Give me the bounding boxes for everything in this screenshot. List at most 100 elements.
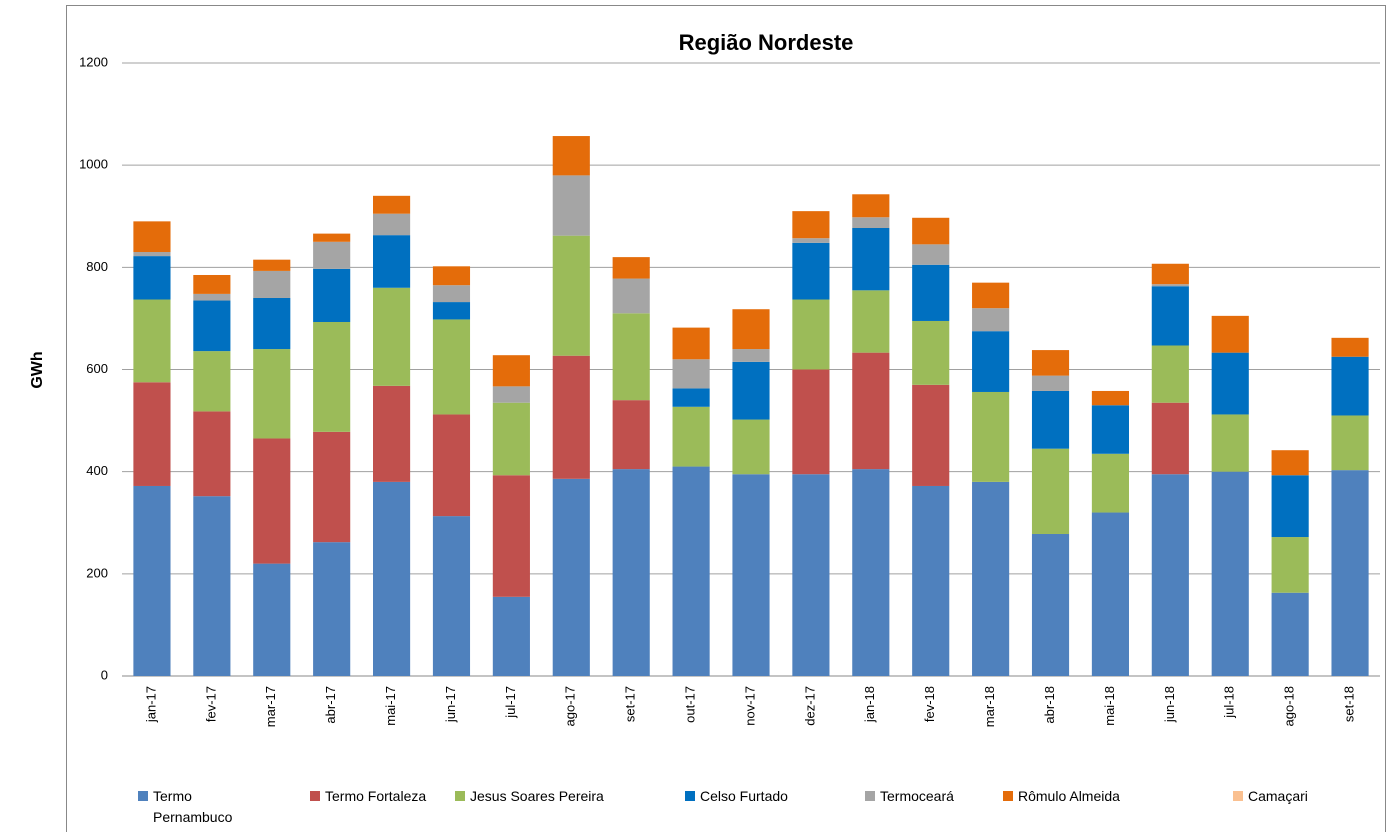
- bar-segment: [852, 227, 890, 291]
- bar-segment: [552, 136, 590, 176]
- bar-segment: [732, 474, 770, 676]
- legend-label: Termo Fortaleza: [325, 788, 427, 804]
- bar-segment: [1211, 352, 1249, 415]
- bar-segment: [792, 211, 830, 239]
- x-tick-label: fev-17: [203, 686, 218, 722]
- bar-segment: [492, 475, 530, 597]
- x-tick-label: nov-17: [742, 686, 757, 726]
- bar-segment: [492, 596, 530, 676]
- bar-segment: [253, 270, 291, 298]
- bar-segment: [612, 257, 650, 279]
- x-tick-label: mar-18: [982, 686, 997, 727]
- bar-segment: [133, 221, 171, 253]
- bar-segment: [1151, 263, 1189, 285]
- bar-segment: [672, 359, 710, 389]
- legend-item: Rômulo Almeida: [1003, 786, 1238, 807]
- bar-segment: [1151, 284, 1189, 287]
- bar-segment: [1091, 405, 1129, 454]
- legend-swatch: [1003, 791, 1013, 801]
- bar-segment: [1091, 390, 1129, 406]
- bar-segment: [253, 349, 291, 439]
- bar-segment: [972, 331, 1010, 392]
- legend-swatch: [455, 791, 465, 801]
- bar-segment: [253, 563, 291, 676]
- bar-segment: [313, 268, 351, 322]
- bar-segment: [373, 385, 411, 482]
- y-axis-label: GWh: [29, 351, 46, 388]
- x-tick-label: abr-18: [1042, 686, 1057, 724]
- bar-segment: [552, 175, 590, 236]
- bar-segment: [1151, 402, 1189, 475]
- bar-segment: [972, 481, 1010, 676]
- bar-segment: [972, 282, 1010, 309]
- bar-segment: [552, 355, 590, 479]
- bar-segment: [792, 238, 830, 243]
- bar-segment: [612, 313, 650, 401]
- x-tick-label: abr-17: [323, 686, 338, 724]
- bar-segment: [373, 235, 411, 288]
- bar-segment: [912, 244, 950, 265]
- y-tick-label: 1000: [79, 157, 108, 172]
- legend-swatch: [310, 791, 320, 801]
- bar-segment: [432, 414, 471, 517]
- bar-segment: [313, 241, 351, 269]
- bar-segment: [612, 278, 650, 314]
- x-tick-label: set-17: [623, 686, 638, 722]
- bar-segment: [373, 213, 411, 236]
- y-tick-label: 800: [86, 259, 108, 274]
- bar-segment: [912, 217, 950, 245]
- bar-segment: [1151, 286, 1189, 346]
- bar-segment: [1091, 512, 1129, 676]
- legend-item: Celso Furtado: [685, 786, 920, 807]
- x-tick-label: mai-17: [383, 686, 398, 726]
- x-tick-label: jul-17: [503, 686, 518, 719]
- bar-segment: [612, 400, 650, 470]
- x-tick-label: mai-18: [1102, 686, 1117, 726]
- bar-segment: [1331, 470, 1369, 676]
- x-tick-label: jun-17: [443, 686, 458, 723]
- bar-segment: [1031, 533, 1070, 676]
- bar-segment: [253, 438, 291, 564]
- bar-segment: [732, 419, 770, 475]
- bar-segment: [1151, 345, 1189, 403]
- legend-label: Celso Furtado: [700, 788, 788, 804]
- bar-segment: [672, 466, 710, 676]
- bar-segment: [1031, 390, 1070, 449]
- x-tick-label: ago-18: [1282, 686, 1297, 726]
- legend-item: Termo Fortaleza: [310, 786, 443, 807]
- bar-segment: [672, 388, 710, 407]
- legend-item: Termoceará: [865, 786, 1100, 807]
- bar-segment: [972, 308, 1010, 332]
- bar-segment: [313, 431, 351, 543]
- chart-title: Região Nordeste: [679, 30, 854, 55]
- bar-segment: [133, 252, 171, 257]
- bar-segment: [432, 285, 471, 303]
- bar-segment: [432, 516, 471, 676]
- legend-label: Termoceará: [880, 788, 954, 804]
- bar-segment: [732, 349, 770, 362]
- bar-segment: [373, 481, 411, 676]
- bar-segment: [792, 242, 830, 300]
- x-tick-label: set-18: [1341, 686, 1356, 722]
- x-tick-label: fev-18: [922, 686, 937, 722]
- bar-segment: [1211, 315, 1249, 353]
- bar-segment: [253, 259, 291, 271]
- legend-label: Camaçari: [1248, 788, 1308, 804]
- bar-segment: [133, 299, 171, 383]
- bar-segment: [1151, 474, 1189, 676]
- bar-segment: [852, 469, 890, 676]
- bar-segment: [492, 402, 530, 476]
- bar-segment: [193, 496, 231, 676]
- bar-segment: [492, 386, 530, 403]
- bar-segment: [1271, 537, 1309, 593]
- bar-segment: [193, 351, 231, 412]
- legend-item: Camaçari: [1233, 786, 1390, 807]
- bar-segment: [1331, 356, 1369, 416]
- bar-segment: [672, 327, 710, 360]
- legend-item: Jesus Soares Pereira: [455, 786, 690, 807]
- bar-segment: [193, 411, 231, 497]
- bar-segment: [552, 235, 590, 356]
- bar-segment: [313, 321, 351, 432]
- bar-segment: [1031, 350, 1070, 376]
- bar-segment: [852, 352, 890, 470]
